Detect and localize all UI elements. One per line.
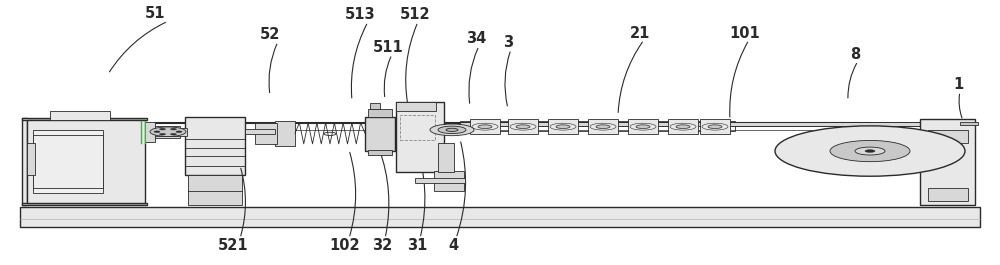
Circle shape: [855, 147, 885, 155]
Text: 4: 4: [448, 238, 458, 253]
Text: 34: 34: [466, 31, 486, 46]
Bar: [275, 121, 295, 146]
Circle shape: [150, 127, 186, 136]
Circle shape: [446, 128, 458, 131]
Bar: [255, 123, 277, 144]
Circle shape: [478, 125, 492, 129]
Bar: [33, 130, 103, 193]
Bar: [365, 117, 395, 151]
Text: 51: 51: [145, 6, 165, 21]
Bar: [368, 109, 392, 117]
Text: 21: 21: [630, 26, 650, 41]
Circle shape: [596, 125, 610, 129]
Text: 3: 3: [503, 35, 513, 50]
Text: 513: 513: [345, 7, 375, 22]
Bar: [33, 135, 103, 188]
Bar: [928, 188, 968, 201]
Bar: [920, 119, 975, 205]
Text: 31: 31: [407, 238, 427, 253]
Text: 511: 511: [373, 40, 403, 55]
Circle shape: [154, 131, 160, 132]
Circle shape: [865, 150, 875, 152]
Circle shape: [676, 125, 690, 129]
Bar: [470, 119, 500, 134]
Text: 102: 102: [330, 238, 360, 253]
Bar: [460, 122, 960, 126]
Text: 52: 52: [260, 27, 280, 42]
Bar: [155, 128, 187, 136]
Circle shape: [171, 134, 177, 135]
Circle shape: [176, 131, 182, 132]
Bar: [628, 119, 658, 134]
Bar: [396, 102, 436, 111]
Circle shape: [830, 140, 910, 162]
Text: 512: 512: [400, 7, 430, 22]
Bar: [588, 119, 618, 134]
Bar: [50, 111, 110, 120]
Text: 521: 521: [218, 238, 248, 253]
Bar: [508, 119, 538, 134]
Bar: [368, 150, 392, 155]
Bar: [22, 203, 147, 205]
Circle shape: [171, 128, 177, 130]
Circle shape: [438, 126, 466, 134]
Circle shape: [636, 125, 650, 129]
Bar: [185, 117, 245, 175]
Bar: [548, 119, 578, 134]
Text: 8: 8: [850, 47, 860, 62]
Bar: [438, 143, 454, 172]
Bar: [145, 122, 155, 142]
Bar: [396, 102, 444, 172]
Bar: [22, 118, 147, 120]
Bar: [700, 119, 730, 134]
Circle shape: [708, 125, 722, 129]
Circle shape: [430, 124, 474, 136]
Bar: [245, 129, 275, 134]
Text: 1: 1: [953, 77, 963, 92]
Bar: [460, 121, 735, 131]
Circle shape: [160, 134, 166, 135]
Bar: [22, 118, 27, 205]
Circle shape: [516, 125, 530, 129]
Bar: [668, 119, 698, 134]
Circle shape: [775, 126, 965, 176]
Bar: [27, 143, 35, 175]
Bar: [960, 122, 978, 125]
Bar: [928, 130, 968, 143]
Bar: [188, 175, 242, 205]
Bar: [20, 207, 980, 227]
Bar: [370, 103, 380, 109]
Bar: [27, 120, 145, 203]
Circle shape: [160, 128, 166, 130]
Text: 32: 32: [372, 238, 392, 253]
Bar: [415, 178, 465, 183]
Circle shape: [556, 125, 570, 129]
Text: 101: 101: [730, 26, 760, 41]
Bar: [400, 115, 435, 140]
Bar: [155, 126, 180, 138]
Bar: [434, 171, 464, 191]
